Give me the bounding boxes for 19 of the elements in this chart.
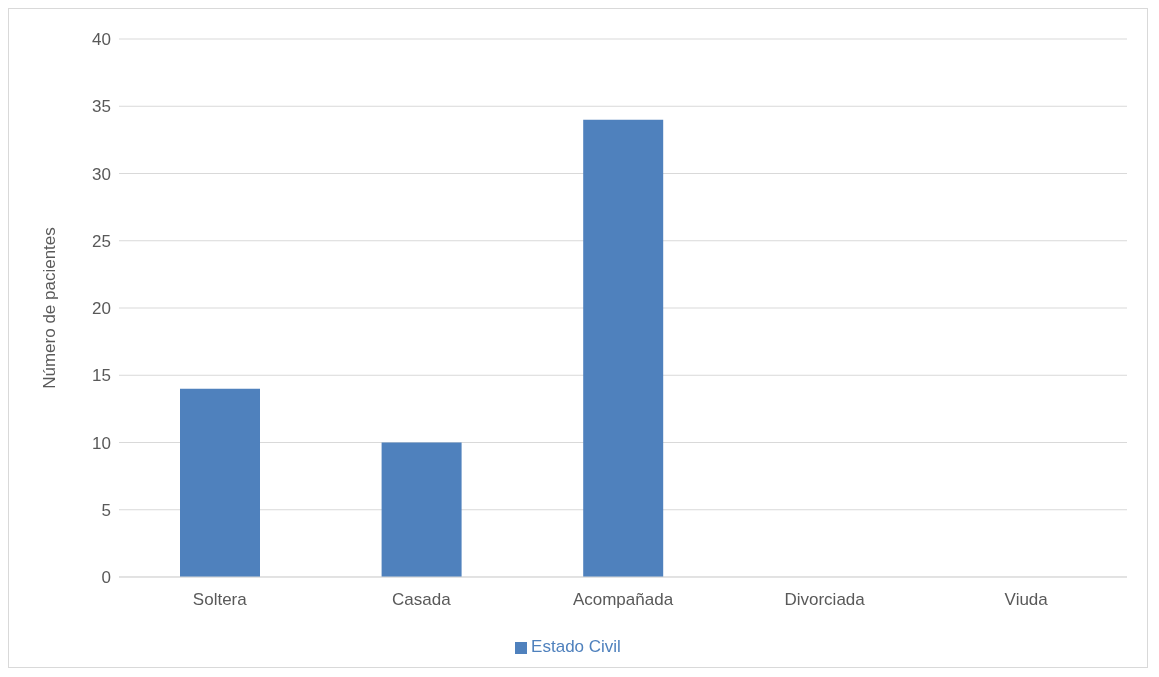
bar (583, 119, 664, 577)
y-tick-label: 35 (92, 97, 111, 117)
legend-label: Estado Civil (531, 637, 621, 656)
y-tick-label: 10 (92, 433, 111, 453)
y-tick-label: 0 (101, 568, 111, 588)
bar (180, 388, 260, 577)
y-tick-label: 25 (92, 231, 111, 251)
y-axis-title: Número de pacientes (40, 227, 60, 389)
y-tick-label: 30 (92, 164, 111, 184)
x-tick-label: Soltera (192, 590, 248, 610)
y-tick-label: 20 (92, 299, 111, 319)
x-tick-label: Casada (392, 590, 452, 610)
y-tick-label: 5 (101, 500, 111, 520)
x-tick-label: Divorciada (784, 590, 866, 610)
x-tick-label: Viuda (1004, 590, 1049, 610)
y-tick-label: 40 (92, 30, 111, 50)
x-tick-label: Acompañada (572, 590, 674, 610)
bar (381, 442, 462, 577)
y-tick-label: 15 (92, 366, 111, 386)
